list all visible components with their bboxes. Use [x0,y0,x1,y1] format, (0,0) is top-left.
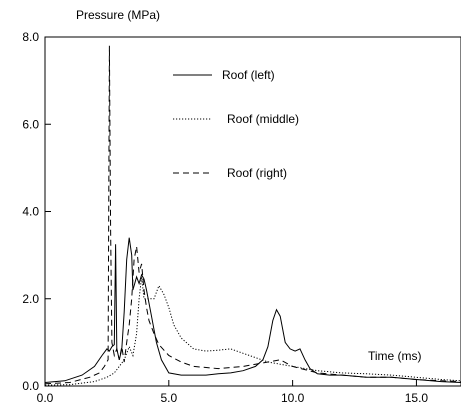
x-tick-label: 5.0 [160,391,177,405]
x-tick-label: 0.0 [37,391,54,405]
series-line-roof-middle [44,276,461,386]
y-tick-label: 8.0 [22,30,39,44]
axis-ticks: 0.0 5.0 10.0 15.0 0.0 2.0 4.0 6.0 8.0 [22,30,428,405]
plot-frame [44,36,461,387]
legend-label: Roof (left) [222,68,275,82]
x-axis-label: Time (ms) [368,349,422,363]
x-tick-label: 15.0 [405,391,429,405]
series-line-roof-left [44,237,461,383]
legend-label: Roof (right) [227,166,287,180]
y-tick-label: 4.0 [22,205,39,219]
y-tick-label: 0.0 [22,379,39,393]
legend-label: Roof (middle) [227,112,299,126]
series-line-roof-right [44,45,461,385]
y-tick-label: 2.0 [22,292,39,306]
y-tick-label: 6.0 [22,117,39,131]
legend: Roof (left) Roof (middle) Roof (right) [173,68,299,180]
series-layer [44,45,461,386]
y-axis-label: Pressure (MPa) [76,8,160,22]
x-tick-label: 10.0 [281,391,305,405]
